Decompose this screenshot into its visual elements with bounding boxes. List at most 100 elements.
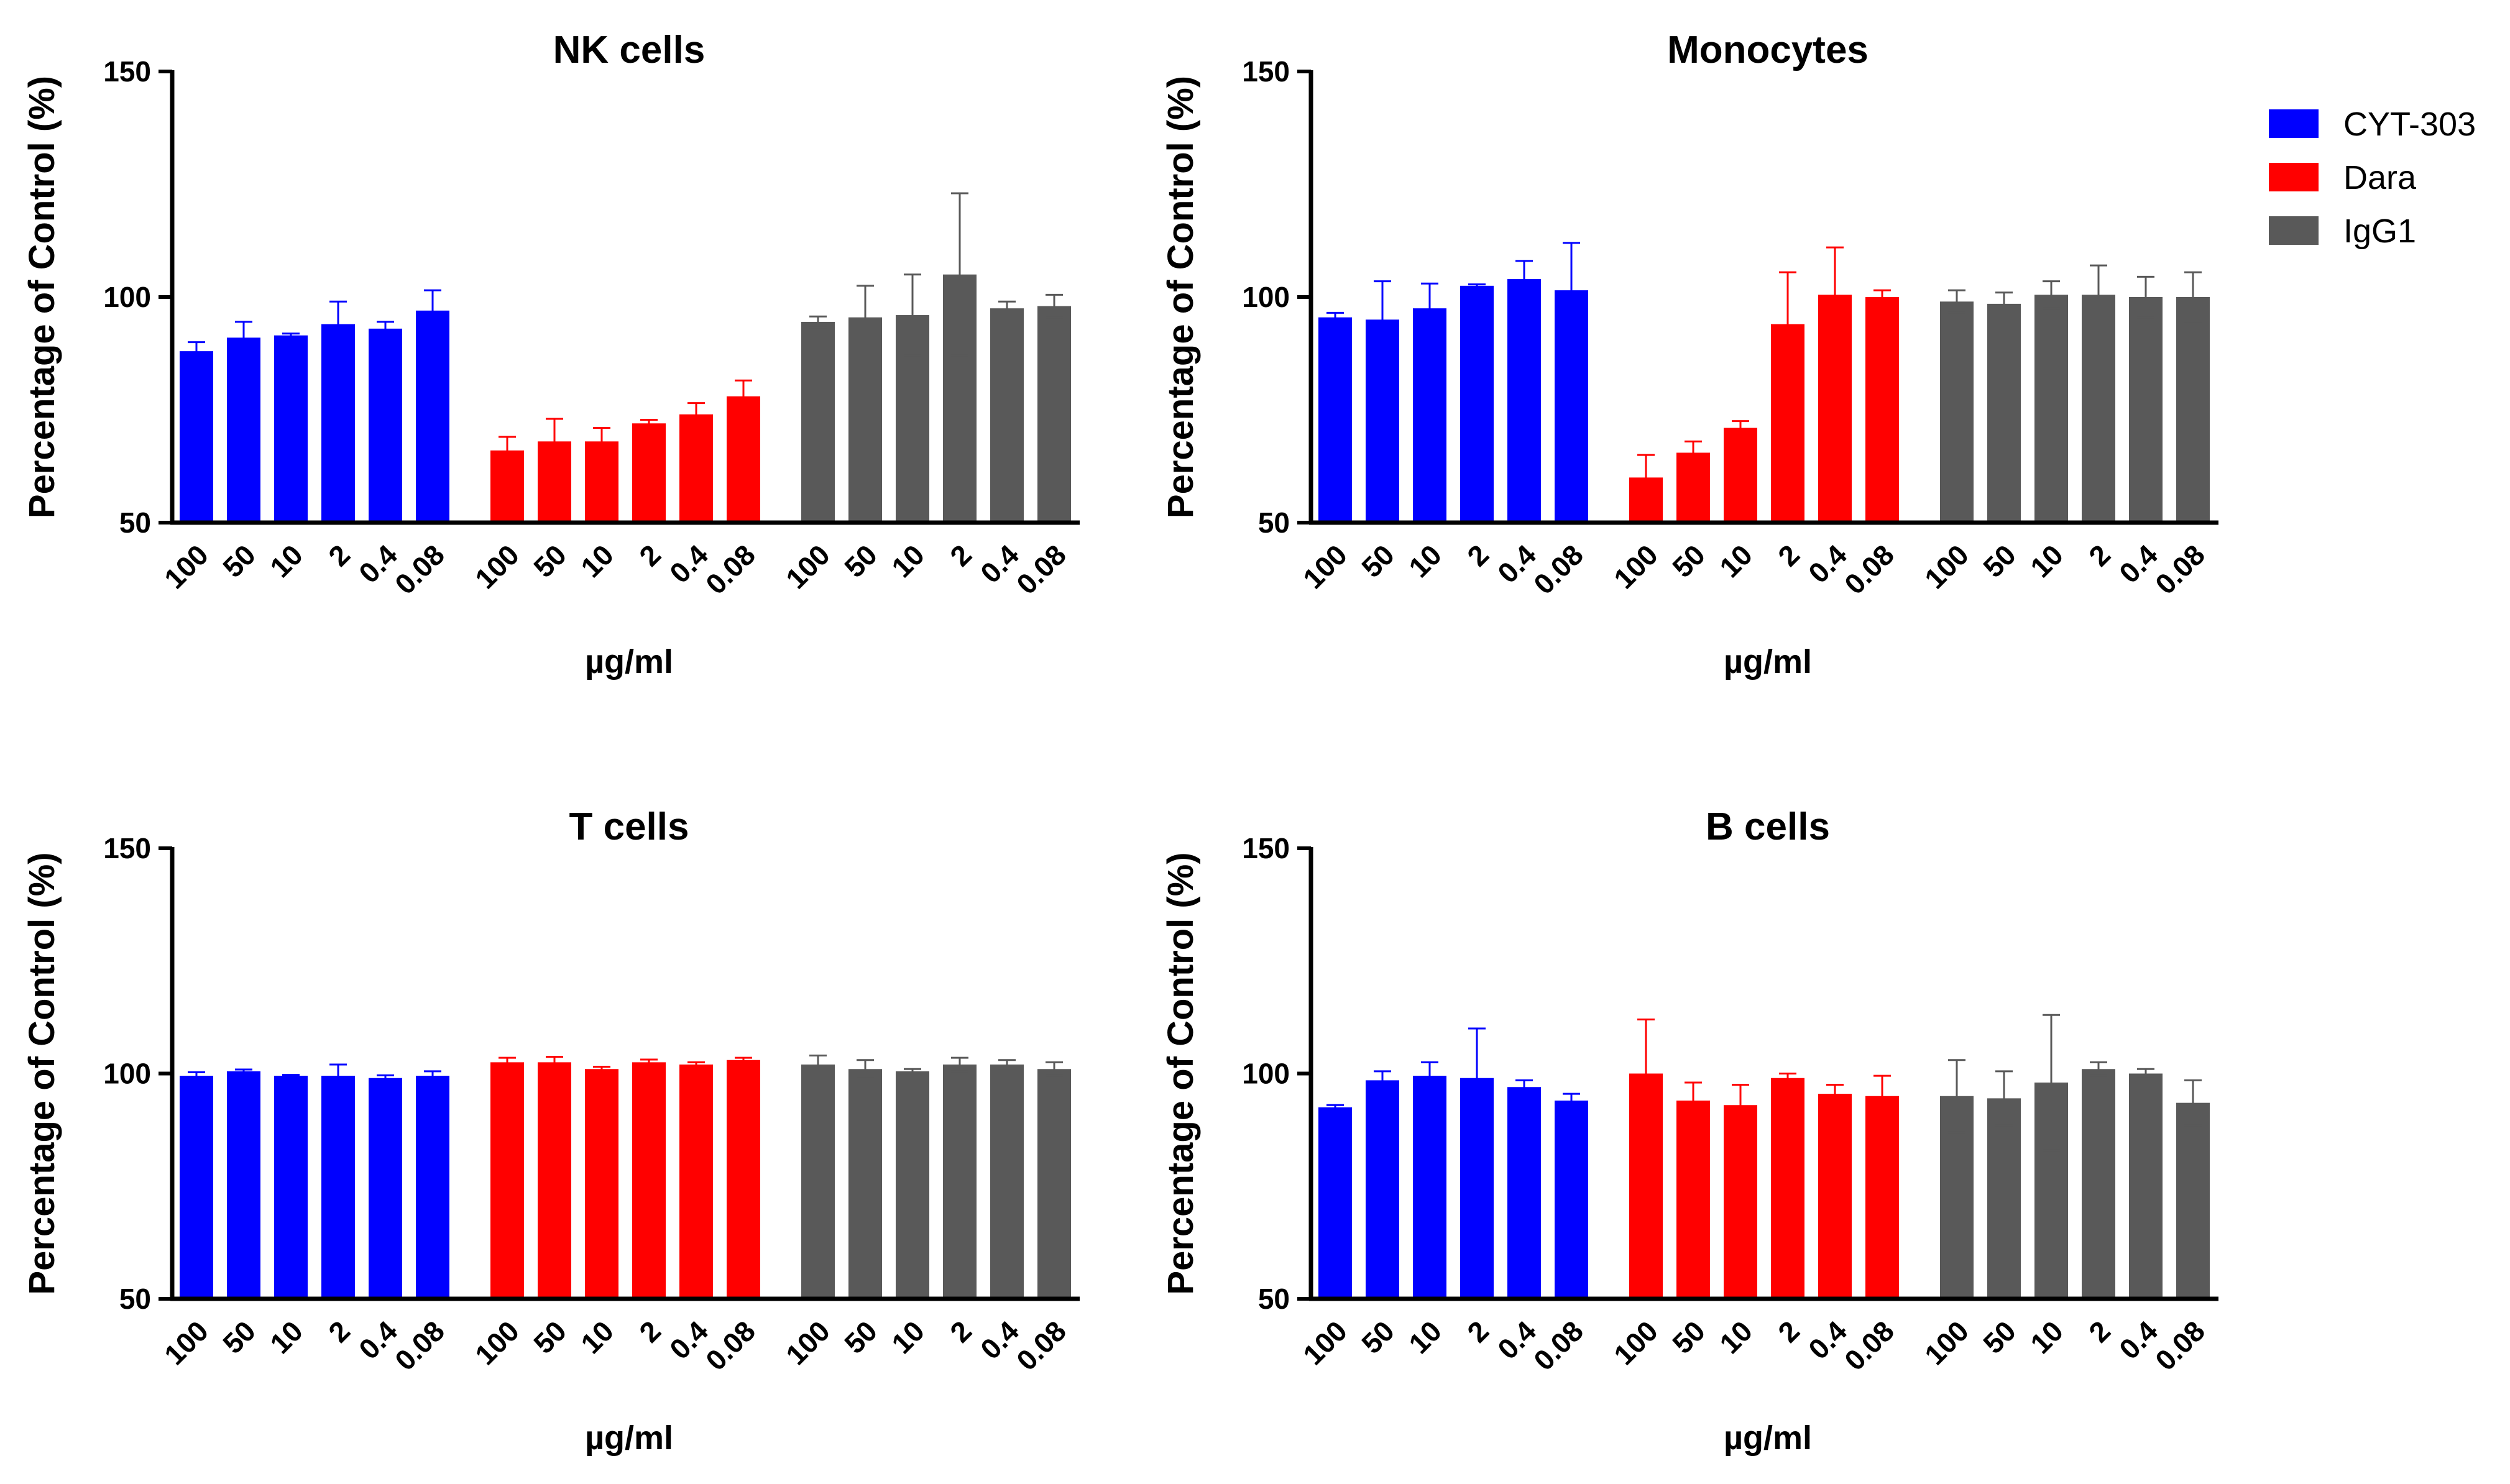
legend-label-cyt-303: CYT-303 [2343,106,2476,143]
x-tick-label: 2 [322,1314,356,1349]
bar-igg1-10 [896,1071,929,1299]
bar-cyt-303-10 [274,335,308,523]
bar-igg1-100 [801,321,835,523]
x-tick-label: 100 [469,1314,525,1371]
legend-label-igg1: IgG1 [2343,213,2416,250]
bar-igg1-50 [848,317,882,523]
x-tick-label: 2 [322,538,356,572]
chart-title: B cells [1706,805,1830,848]
x-axis-label: µg/ml [585,1419,673,1457]
bar-igg1-2 [2082,295,2115,523]
bar-igg1-100 [801,1065,835,1299]
bar-cyt-303-100 [1318,317,1352,523]
y-tick-label: 150 [103,832,151,864]
bar-igg1-2 [943,1065,977,1299]
x-tick-label: 100 [469,538,525,595]
x-tick-label: 10 [2024,1314,2069,1360]
y-tick-label: 100 [103,281,151,313]
bar-cyt-303-10 [274,1076,308,1299]
x-tick-label: 10 [885,1314,931,1360]
bar-igg1-0-08 [1037,306,1071,523]
y-tick-label: 50 [119,506,151,539]
chart-title: Monocytes [1667,29,1869,71]
bar-igg1-0-4 [990,1065,1024,1299]
x-tick-label: 10 [2024,538,2069,584]
bar-dara-2 [632,423,666,523]
bar-igg1-50 [1987,303,2021,523]
y-tick-label: 150 [1242,55,1290,88]
x-tick-label: 2 [2082,1314,2117,1349]
x-tick-label: 100 [1297,538,1353,595]
y-tick-label: 50 [1258,1283,1290,1315]
bar-dara-2 [1771,1078,1804,1299]
x-tick-label: 100 [1607,538,1664,595]
x-tick-label: 10 [1402,538,1448,584]
legend-label-dara: Dara [2343,159,2417,196]
x-tick-label: 10 [1713,538,1758,584]
x-tick-label: 0.08 [2149,1314,2211,1376]
x-tick-label: 2 [633,1314,667,1349]
x-tick-label: 10 [1402,1314,1448,1360]
x-tick-label: 0.08 [1010,1314,1072,1376]
y-axis-label: Percentage of Control (%) [22,76,62,518]
x-tick-label: 100 [1607,1314,1664,1371]
x-tick-label: 100 [779,1314,836,1371]
x-tick-label: 50 [527,538,572,584]
x-axis-label: µg/ml [1724,643,1812,680]
bar-dara-0-08 [727,396,760,523]
y-axis-label: Percentage of Control (%) [1161,852,1201,1294]
x-tick-label: 100 [158,538,214,595]
x-tick-label: 100 [1918,538,1975,595]
bar-dara-100 [490,1062,524,1299]
x-tick-label: 50 [1977,538,2022,584]
bar-cyt-303-0-08 [416,310,449,523]
bar-cyt-303-100 [180,351,213,523]
x-tick-label: 0.08 [1010,538,1072,600]
x-tick-label: 2 [633,538,667,572]
y-tick-label: 100 [103,1058,151,1090]
bar-cyt-303-50 [227,337,260,523]
x-tick-label: 2 [2082,538,2117,572]
bar-cyt-303-0-08 [1555,1101,1588,1299]
bar-cyt-303-0-4 [1507,278,1541,523]
x-tick-label: 0.08 [388,538,451,600]
x-axis-label: µg/ml [1724,1419,1812,1457]
x-tick-label: 100 [779,538,836,595]
bar-dara-50 [538,1062,571,1299]
x-axis-label: µg/ml [585,643,673,680]
x-tick-label: 50 [838,538,883,584]
bar-igg1-10 [2034,295,2068,523]
x-tick-label: 100 [1297,1314,1353,1371]
bar-dara-0-4 [679,1065,713,1299]
bar-dara-50 [1676,1101,1710,1299]
x-tick-label: 2 [944,538,978,572]
x-tick-label: 50 [216,538,262,584]
bar-cyt-303-50 [1366,1080,1399,1299]
bar-dara-0-4 [679,414,713,523]
bar-dara-0-08 [1865,297,1899,523]
bar-igg1-0-4 [990,308,1024,523]
bar-cyt-303-10 [1413,1076,1446,1299]
x-tick-label: 0.08 [388,1314,451,1376]
x-tick-label: 50 [1666,1314,1711,1360]
legend-swatch-dara [2269,163,2319,191]
x-tick-label: 50 [1977,1314,2022,1360]
bar-dara-10 [1724,428,1757,523]
bar-cyt-303-10 [1413,308,1446,523]
x-tick-label: 0.08 [1838,538,1900,600]
bar-igg1-0-08 [1037,1069,1071,1299]
x-tick-label: 0.08 [1527,538,1589,600]
x-tick-label: 2 [944,1314,978,1349]
x-tick-label: 10 [264,538,309,584]
bar-igg1-0-08 [2176,297,2210,523]
bar-cyt-303-2 [321,324,355,523]
x-tick-label: 10 [885,538,931,584]
y-axis-label: Percentage of Control (%) [22,852,62,1294]
x-tick-label: 100 [1918,1314,1975,1371]
